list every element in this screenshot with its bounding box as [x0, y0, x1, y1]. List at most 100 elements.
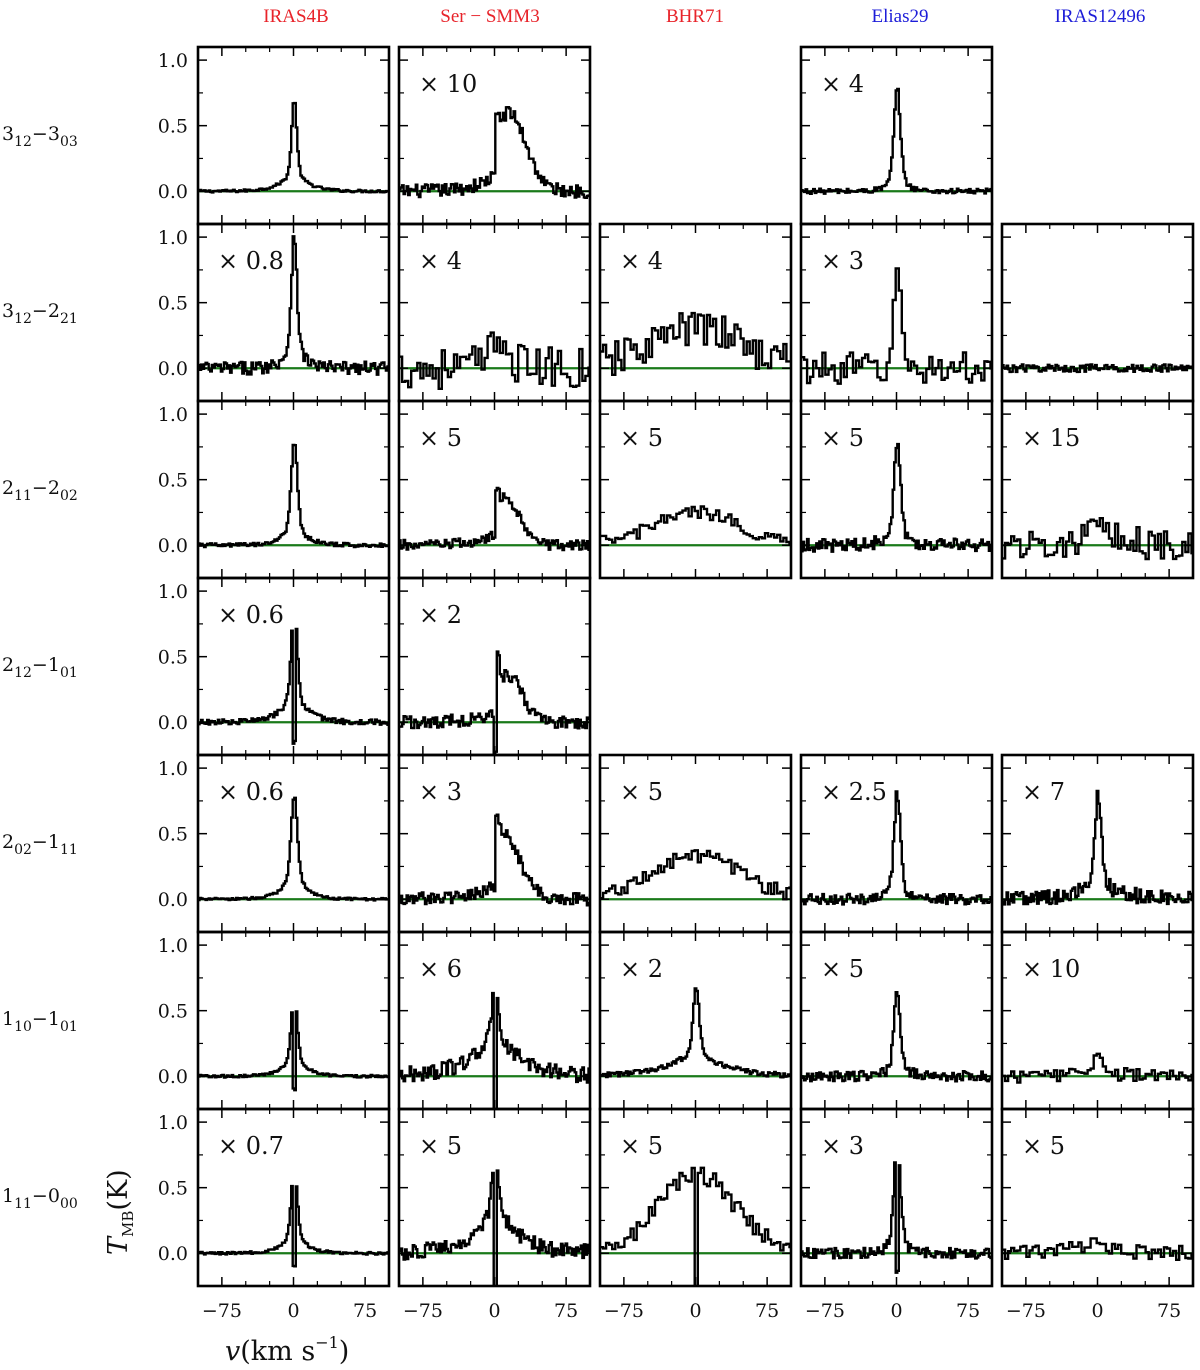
transition-label: 312−221	[2, 300, 78, 327]
spectrum-line	[600, 1166, 791, 1286]
x-tick-label: −75	[604, 1300, 644, 1322]
spectrum-line	[801, 442, 992, 553]
y-tick-label: 1.0	[158, 50, 188, 72]
y-tick-label: 0.5	[158, 824, 188, 846]
x-tick-label: 75	[554, 1300, 578, 1322]
panel-r1-c4	[1000, 222, 1195, 403]
panel-r6-c3: × 3	[799, 1107, 994, 1288]
spectrum-line	[198, 627, 389, 745]
scale-factor-label: × 5	[821, 955, 864, 983]
panel-r2-c1: × 5	[397, 399, 592, 580]
scale-factor-label: × 5	[1022, 1132, 1065, 1160]
y-tick-label: 1.0	[158, 227, 188, 249]
spectrum-line	[801, 1161, 992, 1274]
spectrum-line	[399, 486, 590, 552]
scale-factor-label: × 5	[419, 424, 462, 452]
y-tick-label: 0.0	[158, 1243, 188, 1265]
transition-label: 312−303	[2, 123, 78, 150]
panel-ticks	[197, 1109, 390, 1287]
y-tick-label: 0.5	[158, 647, 188, 669]
panel-r5-c2: × 2	[598, 930, 793, 1111]
panel-r5-c0	[196, 930, 391, 1111]
transition-label: 212−101	[2, 654, 78, 681]
panel-r4-c1: × 3	[397, 753, 592, 934]
panel-r5-c4: × 10	[1000, 930, 1195, 1111]
scale-factor-label: × 15	[1022, 424, 1080, 452]
scale-factor-label: × 5	[620, 778, 663, 806]
panel-r4-c4: × 7	[1000, 753, 1195, 934]
panel-r4-c2: × 5	[598, 753, 793, 934]
panel-r6-c2: × 5	[598, 1107, 793, 1288]
scale-factor-label: × 5	[419, 1132, 462, 1160]
scale-factor-label: × 6	[419, 955, 462, 983]
spectrum-line	[399, 991, 590, 1109]
scale-factor-label: × 5	[821, 424, 864, 452]
scale-factor-label: × 10	[1022, 955, 1080, 983]
scale-factor-label: × 3	[821, 1132, 864, 1160]
spectrum-line	[600, 505, 791, 545]
panels-layer: × 10 × 4 × 0.8 × 4 × 4 × 3 × 5 × 5 × 5 × 15 × 0.6 ×…	[196, 45, 1195, 1288]
spectrum-line	[399, 650, 590, 755]
scale-factor-label: × 3	[419, 778, 462, 806]
panel-r5-c1: × 6	[397, 930, 592, 1111]
y-tick-label: 0.5	[158, 116, 188, 138]
y-tick-label: 0.5	[158, 1178, 188, 1200]
panel-ticks	[599, 1109, 792, 1287]
panel-frame	[1000, 222, 1195, 403]
panel-frame	[196, 399, 391, 580]
x-tick-label: 75	[956, 1300, 980, 1322]
panel-frame	[196, 45, 391, 226]
y-tick-label: 0.0	[158, 1066, 188, 1088]
scale-factor-label: × 4	[419, 247, 462, 275]
panel-ticks	[197, 47, 390, 225]
panel-ticks	[398, 1109, 591, 1287]
y-tick-label: 0.5	[158, 470, 188, 492]
panel-r6-c4: × 5	[1000, 1107, 1195, 1288]
transition-label: 202−111	[2, 831, 78, 858]
panel-ticks	[800, 1109, 993, 1287]
panel-ticks	[197, 401, 390, 579]
scale-factor-label: × 4	[620, 247, 663, 275]
transition-label: 111−000	[2, 1185, 78, 1212]
labels-layer: 0.0 0.5 1.0 0.0 0.5 1.0 0.0 0.5 1.0 0.0 0.5 1.0 0.0 0…	[2, 6, 1181, 1367]
source-title: IRAS4B	[263, 6, 328, 27]
panel-ticks	[800, 47, 993, 225]
spectrum-line	[198, 1010, 389, 1092]
spectrum-line	[1002, 789, 1193, 906]
panel-r4-c0: × 0.6	[196, 753, 391, 934]
panel-ticks	[1001, 401, 1194, 579]
panel-r3-c0: × 0.6	[196, 576, 391, 757]
source-title: Ser − SMM3	[440, 6, 539, 27]
x-tick-label: 0	[287, 1300, 299, 1322]
spectrum-line	[1002, 363, 1193, 374]
scale-factor-label: × 10	[419, 70, 477, 98]
x-tick-label: 75	[755, 1300, 779, 1322]
spectrum-line	[801, 267, 992, 385]
panel-r0-c1: × 10	[397, 45, 592, 226]
y-tick-label: 0.5	[158, 1001, 188, 1023]
source-title: BHR71	[666, 6, 724, 27]
panel-r6-c1: × 5	[397, 1107, 592, 1288]
panel-ticks	[398, 578, 591, 756]
panel-r1-c0: × 0.8	[196, 222, 391, 403]
x-tick-label: 0	[1091, 1300, 1103, 1322]
y-axis-label: TMB(K)	[103, 1169, 137, 1255]
scale-factor-label: × 5	[620, 1132, 663, 1160]
spectrum-line	[399, 1169, 590, 1286]
panel-ticks	[1001, 1109, 1194, 1287]
scale-factor-label: × 0.7	[218, 1132, 284, 1160]
scale-factor-label: × 2.5	[821, 778, 887, 806]
spectrum-line	[198, 1184, 389, 1268]
x-axis-label: v(km s−1)	[225, 1333, 349, 1367]
y-tick-label: 1.0	[158, 581, 188, 603]
x-tick-label: 0	[488, 1300, 500, 1322]
y-tick-label: 0.0	[158, 712, 188, 734]
panel-r1-c2: × 4	[598, 222, 793, 403]
spectrum-line	[801, 790, 992, 906]
spectrum-line	[399, 106, 590, 199]
y-tick-label: 0.0	[158, 535, 188, 557]
panel-r3-c1: × 2	[397, 576, 592, 757]
y-tick-label: 0.0	[158, 358, 188, 380]
transition-label: 211−202	[2, 477, 78, 504]
